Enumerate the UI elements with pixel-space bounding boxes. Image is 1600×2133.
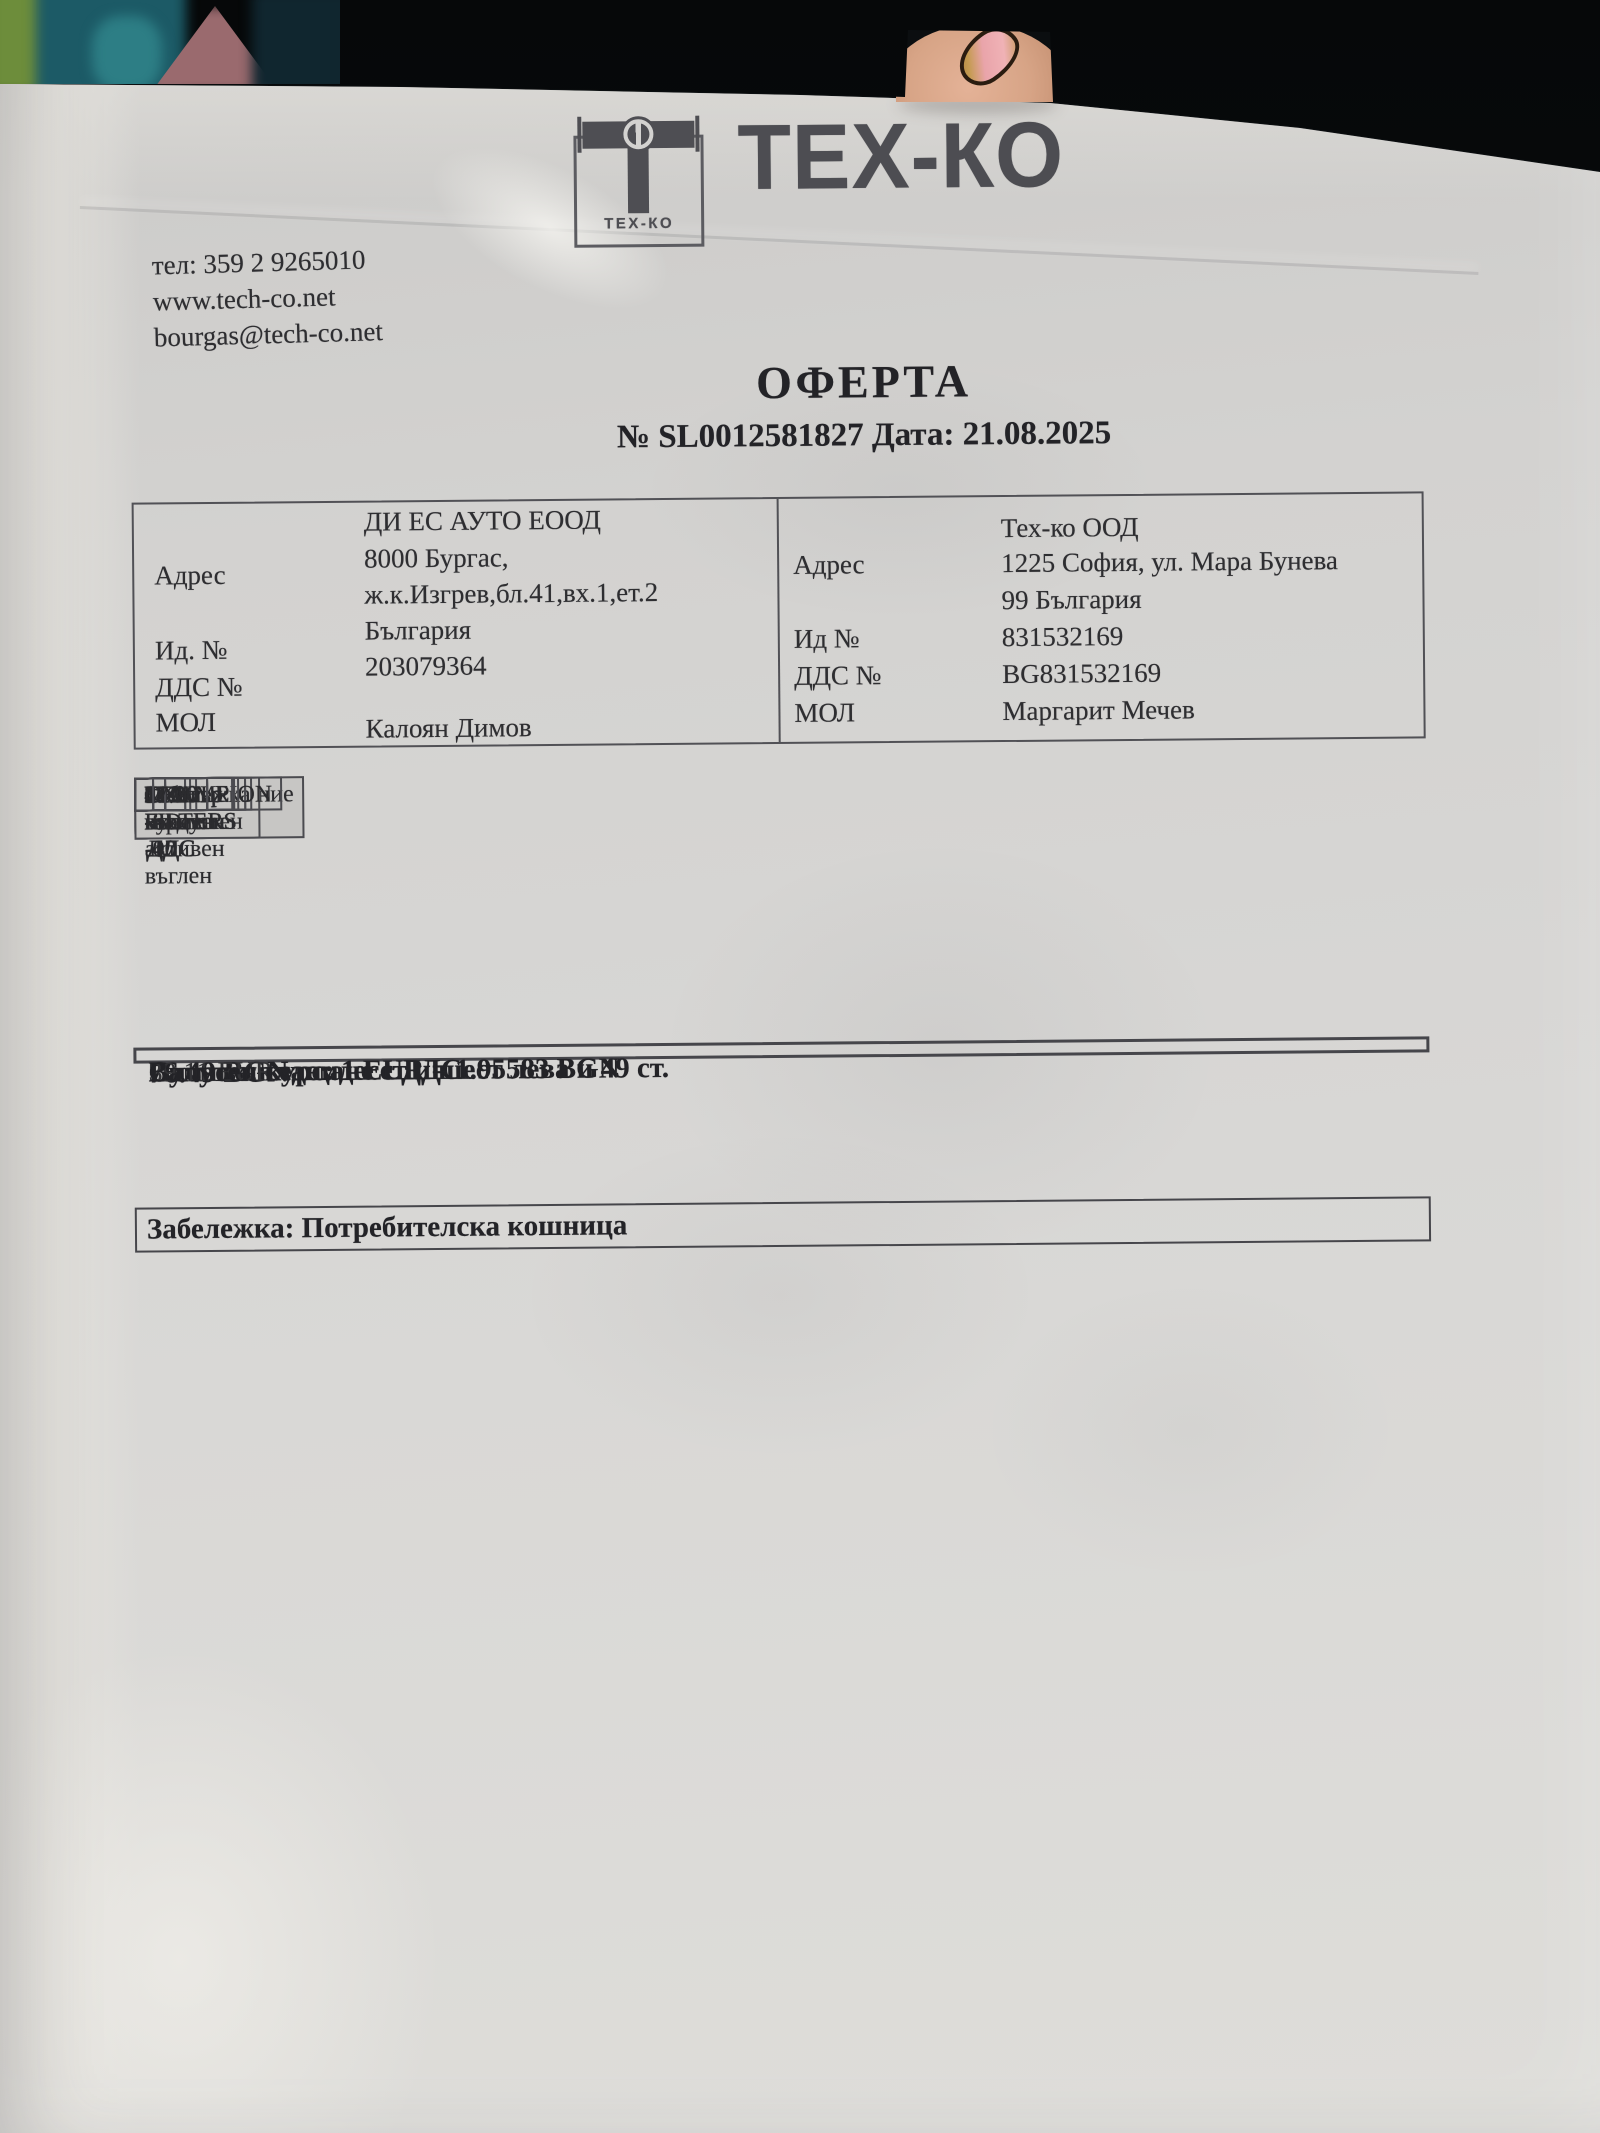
buyer-name: ДИ ЕС АУТО ЕООД bbox=[363, 504, 602, 537]
seller-vat-value: BG831532169 bbox=[1002, 657, 1162, 690]
offer-number: № SL0012581827 bbox=[616, 417, 864, 456]
buyer-pane: ДИ ЕС АУТО ЕООД Адрес 8000 Бургас, ж.к.И… bbox=[133, 499, 781, 748]
document-number-and-date: № SL0012581827 Дата: 21.08.2025 bbox=[414, 413, 1314, 458]
background-object-part bbox=[92, 16, 162, 84]
seller-pane: Тех-ко ООД Адрес 1225 София, ул. Мара Бу… bbox=[779, 493, 1424, 742]
seller-address-line: 1225 София, ул. Мара Бунева bbox=[1001, 545, 1339, 579]
buyer-id-label: Ид. № bbox=[154, 634, 228, 666]
totals-box: Сума за плащане с ДДС 76.49 BGN Словом: … bbox=[133, 1036, 1430, 1090]
background-object-part bbox=[252, 0, 340, 84]
note-box: Забележка: Потребителска кошница bbox=[134, 1196, 1432, 1253]
seller-id-label: Ид № bbox=[793, 623, 860, 654]
buyer-mol-label: МОЛ bbox=[155, 706, 217, 738]
buyer-address-line: България bbox=[364, 614, 472, 646]
seller-address-line: 99 България bbox=[1001, 583, 1142, 616]
company-wordmark: ТЕХ-КО bbox=[737, 102, 1065, 209]
buyer-address-label: Адрес bbox=[154, 559, 226, 591]
buyer-vat-label: ДДС № bbox=[155, 671, 243, 703]
background-object bbox=[0, 0, 340, 84]
paper-stain bbox=[640, 360, 1160, 620]
buyer-address-line: ж.к.Изгрев,бл.41,вх.1,ет.2 bbox=[364, 577, 659, 610]
paper-stain bbox=[520, 1130, 1040, 1460]
paper-stain bbox=[660, 840, 1220, 1260]
buyer-address-line: 8000 Бургас, bbox=[363, 542, 509, 574]
items-table: № Номер Марка Наименование Кол. Цена с Д… bbox=[134, 766, 1426, 890]
seller-mol-value: Маргарит Мечев bbox=[1002, 694, 1195, 727]
texko-logo-icon bbox=[577, 116, 582, 153]
offer-date: Дата: 21.08.2025 bbox=[871, 415, 1112, 454]
seller-name: Тех-ко ООД bbox=[1000, 511, 1139, 544]
texko-logo-icon bbox=[695, 115, 700, 152]
finger bbox=[896, 22, 1060, 102]
exchange-rate: Валутен курс: 1 EUR = 1.95583 BGN bbox=[148, 1052, 620, 1089]
paper-stain bbox=[980, 1280, 1400, 1580]
seller-mol-label: МОЛ bbox=[794, 697, 856, 728]
contact-block: тел: 359 2 9265010 www.tech-co.net bourg… bbox=[151, 236, 574, 356]
item-note bbox=[134, 777, 155, 812]
buyer-id-value: 203079364 bbox=[364, 650, 487, 682]
logo-caption: ТЕХ-КО bbox=[604, 214, 675, 233]
parties-box: ДИ ЕС АУТО ЕООД Адрес 8000 Бургас, ж.к.И… bbox=[131, 491, 1426, 750]
buyer-mol-value: Калоян Димов bbox=[365, 712, 532, 744]
seller-address-label: Адрес bbox=[793, 549, 865, 580]
texko-logo-ring-icon bbox=[627, 123, 650, 146]
seller-id-value: 831532169 bbox=[1001, 621, 1124, 653]
seller-vat-label: ДДС № bbox=[794, 660, 882, 691]
document-title: ОФЕРТА bbox=[755, 355, 972, 409]
